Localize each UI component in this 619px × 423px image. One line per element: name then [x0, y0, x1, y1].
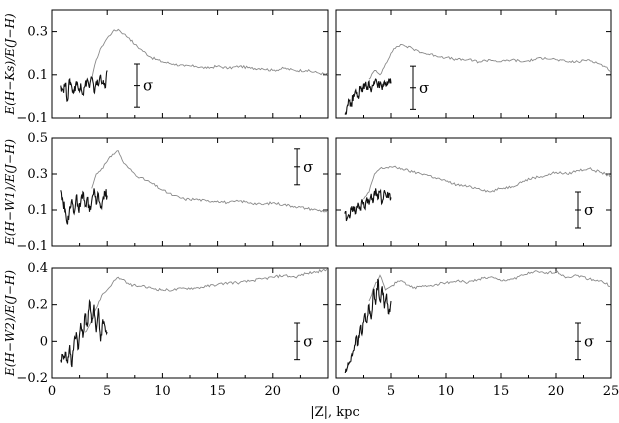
plot-frame	[335, 137, 612, 247]
series-line-near	[344, 188, 392, 222]
y-axis-label: E(H−W1)/E(J−H)	[3, 139, 17, 246]
y-tick-label: −0.1	[16, 111, 48, 126]
series-line-near	[344, 278, 392, 374]
series-line-near	[344, 78, 392, 116]
x-tick-label: 25	[603, 384, 619, 399]
sigma-label: σ	[143, 77, 153, 95]
plot-frame	[51, 267, 329, 379]
y-tick-label: −0.1	[16, 239, 48, 254]
series-line-far	[91, 150, 328, 213]
sigma-label: σ	[584, 332, 594, 350]
sigma-label: σ	[303, 332, 313, 350]
plot-frame	[335, 9, 612, 119]
series-line-near	[60, 70, 108, 102]
chart-panel: −0.1 0.1 0.3 0.5 E(H−W1)/E(J−H) σ	[3, 131, 329, 254]
series-line-near	[60, 188, 108, 225]
chart-panel: 0 5 10 15 20−0.200.20.4E(H−W2)/E(J−H) σ	[3, 261, 329, 399]
x-tick-label: 20	[265, 384, 282, 399]
sigma-error-bar: σ	[575, 322, 594, 361]
x-tick-label: 10	[154, 384, 171, 399]
y-tick-label: 0.1	[27, 203, 48, 218]
x-tick-label: 10	[438, 384, 455, 399]
x-tick-label: 20	[548, 384, 565, 399]
series-line-far	[368, 44, 611, 80]
y-tick-label: 0.3	[27, 25, 48, 40]
series-line-near	[60, 298, 108, 368]
plot-frame	[51, 9, 329, 119]
y-axis-label: E(H−Ks)/E(J−H)	[3, 13, 17, 116]
chart-panel: 0 5 10 15 20 25 σ	[332, 267, 619, 399]
x-tick-label: 15	[493, 384, 510, 399]
sigma-label: σ	[303, 158, 313, 176]
x-axis-label: |Z|, kpc	[310, 405, 360, 420]
sigma-label: σ	[419, 79, 429, 97]
sigma-error-bar: σ	[294, 148, 313, 186]
y-axis-label: E(H−W2)/E(J−H)	[3, 270, 17, 377]
sigma-error-bar: σ	[575, 191, 594, 229]
x-tick-label: 5	[103, 384, 111, 399]
y-tick-label: 0.3	[27, 167, 48, 182]
y-tick-label: 0.2	[27, 298, 48, 313]
chart-panel: −0.1 0.1 0.3 E(H−Ks)/E(J−H) σ	[3, 9, 329, 126]
x-tick-label: 15	[209, 384, 226, 399]
series-line-far	[91, 28, 328, 80]
series-line-far	[363, 165, 611, 200]
sigma-error-bar: σ	[134, 63, 153, 108]
chart-panel: σ	[335, 137, 612, 247]
y-tick-label: 0	[40, 334, 48, 349]
sigma-error-bar: σ	[294, 322, 313, 361]
y-tick-label: 0.1	[27, 68, 48, 83]
series-line-far	[368, 270, 611, 302]
sigma-label: σ	[584, 201, 594, 219]
y-tick-label: −0.2	[16, 371, 48, 386]
x-tick-label: 0	[48, 384, 56, 399]
y-tick-label: 0.5	[27, 131, 48, 146]
chart-panel: σ	[335, 9, 612, 119]
x-tick-label: 5	[387, 384, 395, 399]
y-tick-label: 0.4	[27, 261, 48, 276]
series-line-far	[84, 268, 328, 333]
sigma-error-bar: σ	[410, 65, 429, 110]
x-tick-label: 0	[332, 384, 340, 399]
